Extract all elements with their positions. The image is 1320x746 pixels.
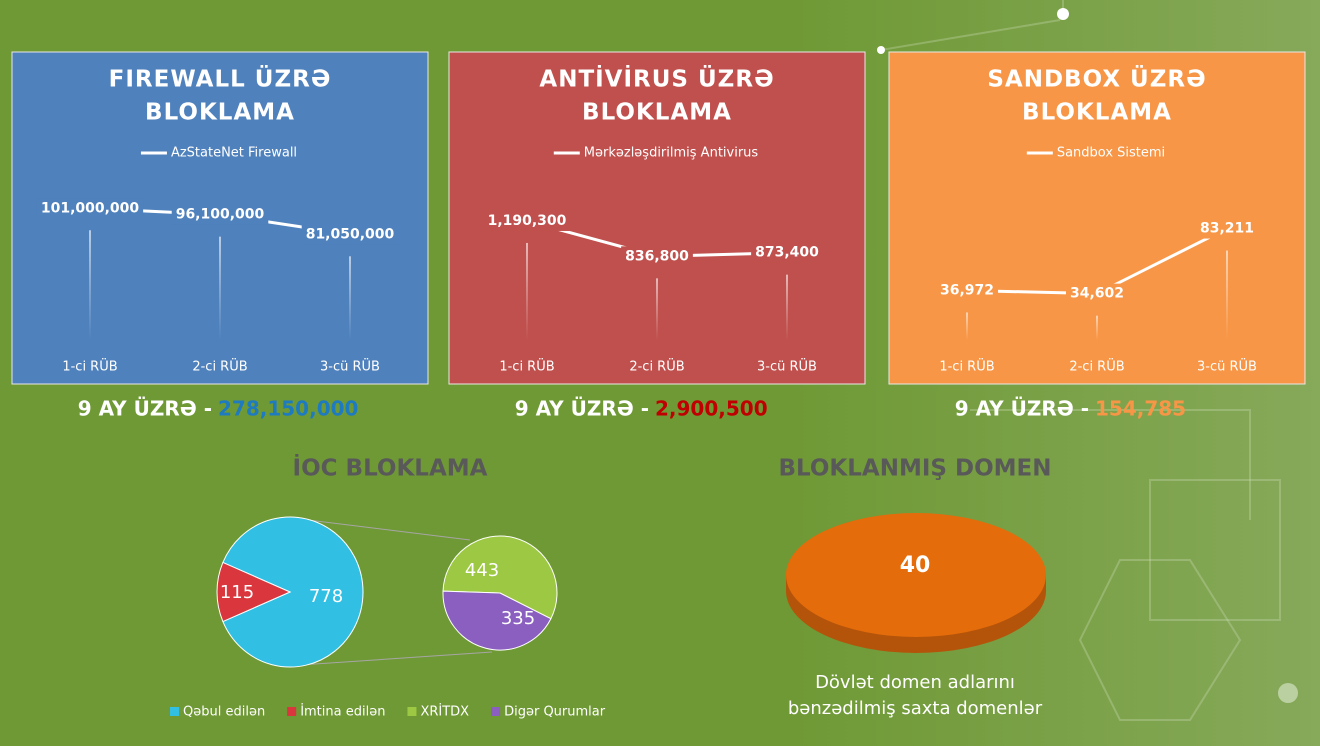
- drop-line: [219, 236, 221, 340]
- x-tick-label: 3-cü RÜB: [320, 358, 380, 375]
- decoration-dot: [1057, 8, 1069, 20]
- pie-slice: [216, 561, 292, 623]
- chart-title: BLOKLAMA: [145, 100, 295, 126]
- x-tick-label: 1-ci RÜB: [62, 358, 117, 375]
- chart-title: BLOKLAMA: [582, 100, 732, 126]
- legend-label: İmtina edilən: [300, 704, 385, 720]
- data-label: 34,602: [1070, 286, 1124, 302]
- data-label-bg: [935, 280, 999, 301]
- pie-slice: [786, 513, 1046, 637]
- data-label-bg: [1195, 218, 1259, 239]
- legend-swatch: [407, 707, 417, 716]
- data-label: 40: [900, 553, 931, 578]
- connector: [299, 518, 493, 666]
- pie-slice: [222, 516, 364, 668]
- drop-line: [526, 242, 528, 340]
- annotation: bənzədilmiş saxta domenlər: [788, 698, 1043, 719]
- x-tick-label: 2-ci RÜB: [192, 358, 247, 375]
- decoration-dot: [1278, 683, 1298, 703]
- data-label: 335: [501, 608, 535, 629]
- x-tick-label: 1-ci RÜB: [499, 358, 554, 375]
- legend-swatch: [491, 707, 501, 716]
- legend-label: Sandbox Sistemi: [1057, 146, 1165, 161]
- pie-slice: [442, 535, 558, 620]
- data-label: 96,100,000: [176, 207, 265, 223]
- legend-label: Mərkəzləşdirilmiş Antivirus: [584, 146, 759, 161]
- chart-title: FIREWALL ÜZRƏ: [109, 65, 332, 93]
- total-value: 2,900,500: [655, 397, 768, 421]
- total-label: 9 AY ÜZRƏ -: [955, 397, 1089, 421]
- data-label: 836,800: [625, 248, 689, 264]
- data-label-bg: [36, 198, 144, 219]
- legend-swatch: [170, 707, 179, 716]
- data-label-bg: [171, 204, 269, 225]
- legend-label: AzStateNet Firewall: [171, 146, 297, 161]
- data-label-bg: [483, 210, 571, 231]
- chart-title: İOC BLOKLAMA: [293, 454, 488, 482]
- drop-line: [89, 230, 91, 340]
- x-tick-label: 2-ci RÜB: [629, 358, 684, 375]
- data-label-bg: [621, 246, 693, 267]
- data-label: 873,400: [755, 245, 819, 261]
- data-label-bg: [751, 242, 823, 263]
- total-label: 9 AY ÜZRƏ -: [78, 397, 212, 421]
- data-label: 81,050,000: [306, 226, 395, 242]
- total-value: 278,150,000: [218, 397, 358, 421]
- legend-label: XRİTDX: [420, 704, 469, 720]
- drop-line: [966, 312, 968, 340]
- decoration-dot: [877, 46, 885, 54]
- legend-label: Digər Qurumlar: [504, 705, 606, 720]
- data-label: 83,211: [1200, 221, 1254, 237]
- data-label: 101,000,000: [41, 200, 140, 216]
- drop-line: [786, 274, 788, 340]
- drop-line: [656, 278, 658, 340]
- data-label: 1,190,300: [488, 213, 567, 229]
- data-label-bg: [301, 224, 399, 245]
- data-label: 36,972: [940, 282, 994, 298]
- drop-line: [1096, 315, 1098, 340]
- data-label-bg: [1065, 283, 1129, 304]
- legend-swatch: [287, 707, 297, 716]
- chart-title: BLOKLAMA: [1022, 100, 1172, 126]
- x-tick-label: 2-ci RÜB: [1069, 358, 1124, 375]
- chart-title: BLOKLANMIŞ DOMEN: [779, 456, 1052, 482]
- legend-label: Qəbul edilən: [183, 705, 265, 720]
- total-label: 9 AY ÜZRƏ -: [515, 397, 649, 421]
- data-label: 443: [465, 560, 499, 581]
- total-value: 154,785: [1095, 397, 1186, 421]
- x-tick-label: 3-cü RÜB: [1197, 358, 1257, 375]
- x-tick-label: 3-cü RÜB: [757, 358, 817, 375]
- data-label: 778: [309, 586, 343, 607]
- chart-title: ANTİVİRUS ÜZRƏ: [539, 65, 774, 93]
- annotation: Dövlət domen adlarını: [815, 672, 1015, 693]
- pie-slice: [442, 590, 552, 651]
- drop-line: [1226, 250, 1228, 340]
- x-tick-label: 1-ci RÜB: [939, 358, 994, 375]
- chart-title: SANDBOX ÜZRƏ: [987, 65, 1206, 93]
- data-label: 115: [220, 582, 254, 603]
- drop-line: [349, 256, 351, 340]
